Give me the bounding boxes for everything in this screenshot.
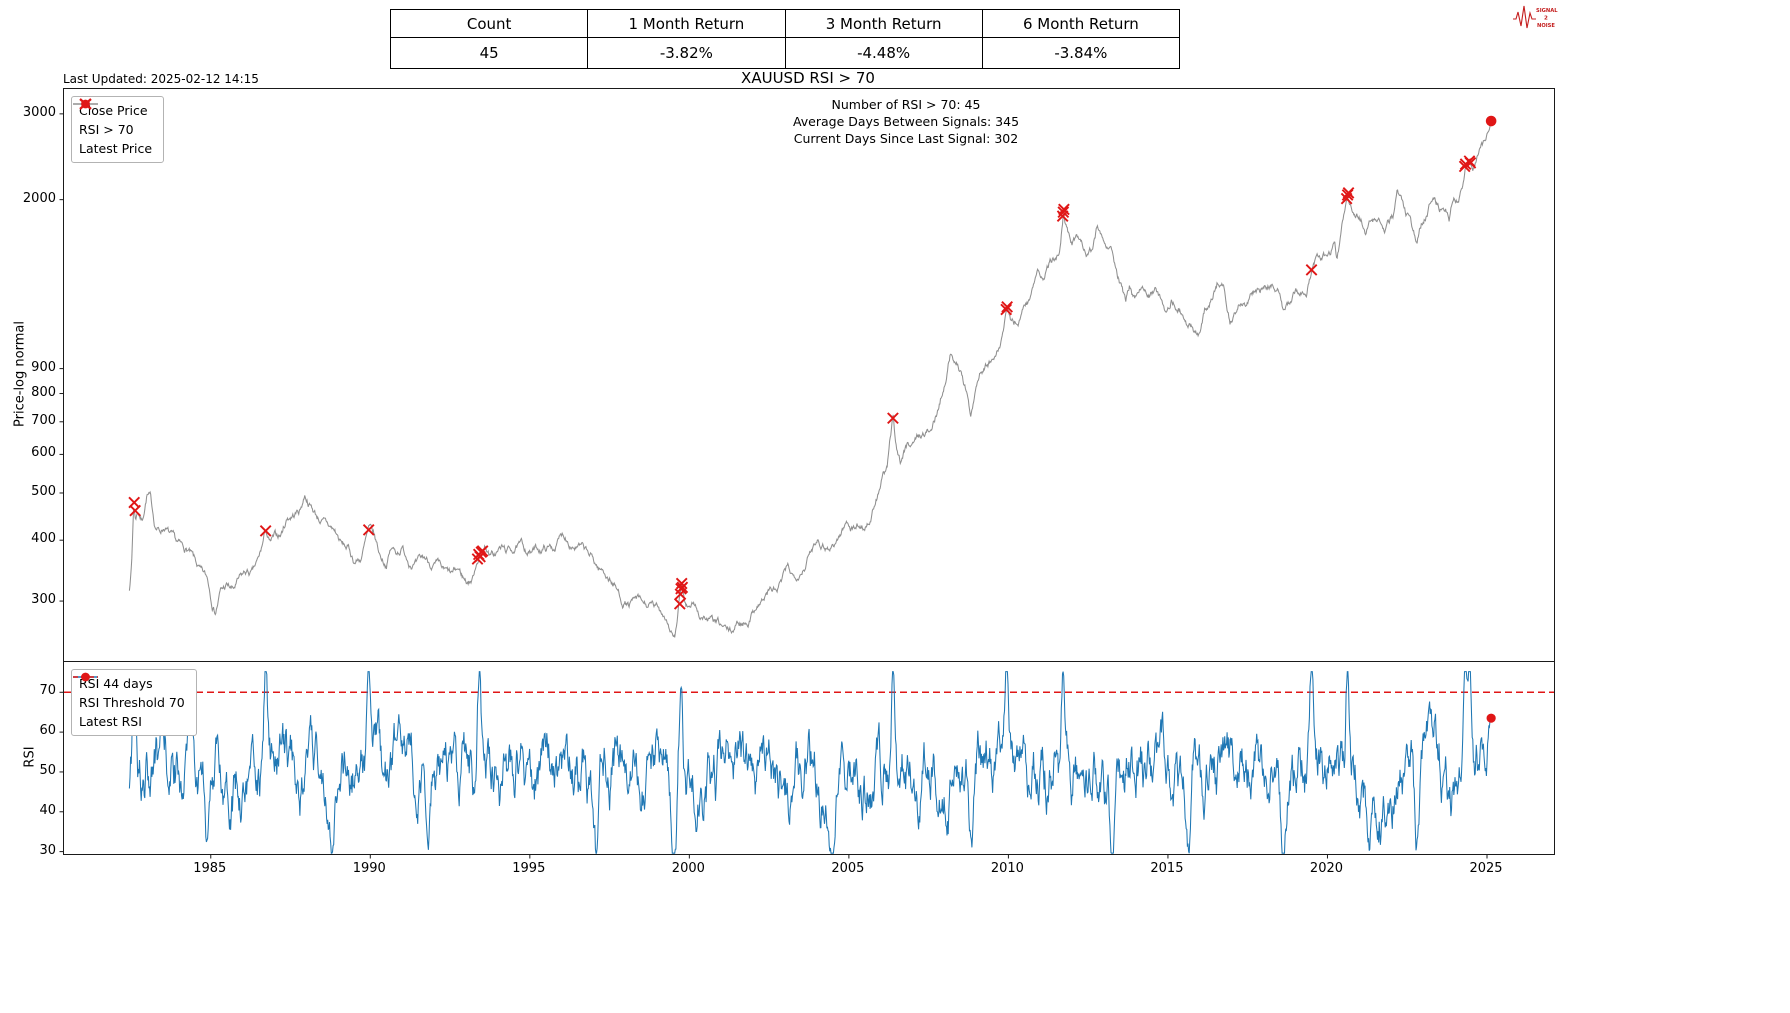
price-ytick-label: 3000	[22, 104, 56, 120]
x-tick-label: 2025	[1469, 861, 1503, 876]
rsi-signal-marker	[675, 577, 688, 590]
annotation-block: Number of RSI > 70: 45 Average Days Betwe…	[656, 96, 1156, 147]
rsi-ytick-label: 30	[39, 842, 56, 858]
header-count: Count	[389, 9, 589, 38]
value-3m-return: -4.48%	[784, 37, 983, 69]
summary-header-row: Count 1 Month Return 3 Month Return 6 Mo…	[389, 9, 1181, 38]
chart-title: XAUUSD RSI > 70	[741, 69, 875, 87]
legend-label: RSI Threshold 70	[79, 695, 185, 710]
legend-item: Latest Price	[79, 99, 153, 158]
value-count: 45	[389, 37, 589, 69]
value-1m-return: -3.82%	[587, 37, 786, 69]
rsi-ytick-label: 70	[39, 683, 56, 699]
rsi-signal-marker	[362, 524, 375, 536]
x-tick-label: 2005	[831, 861, 865, 876]
signal2noise-logo: SIGNAL 2 NOISE	[1513, 5, 1558, 29]
rsi-signal-marker	[1058, 203, 1070, 216]
price-ytick-label: 800	[31, 384, 56, 400]
rsi-signal-marker	[676, 581, 689, 594]
header-3m-return: 3 Month Return	[784, 9, 983, 38]
rsi-signal-marker	[259, 525, 272, 537]
summary-table: Count 1 Month Return 3 Month Return 6 Mo…	[389, 9, 1181, 69]
annotation-line: Current Days Since Last Signal: 302	[793, 131, 1019, 146]
x-tick-label: 2000	[671, 861, 705, 876]
legend-label: RSI 44 days	[79, 676, 153, 691]
rsi-line	[128, 671, 1492, 854]
rsi-ytick-label: 60	[39, 723, 56, 739]
rsi-ytick-label: 40	[39, 802, 56, 818]
rsi-signal-marker	[1305, 264, 1318, 276]
header-1m-return: 1 Month Return	[587, 9, 786, 38]
price-ytick-label: 300	[31, 592, 56, 608]
price-ytick-label: 700	[31, 412, 56, 428]
logo-word-2: 2	[1544, 16, 1548, 22]
dot-swatch-icon	[81, 99, 90, 109]
legend-label: Latest RSI	[79, 714, 142, 729]
price-ytick-label: 2000	[22, 190, 56, 206]
latest-price-dot	[1485, 115, 1497, 127]
annotation-line: Average Days Between Signals: 345	[792, 114, 1020, 129]
rsi-signal-marker	[673, 598, 686, 610]
rsi-chart-canvas	[59, 671, 1554, 859]
price-legend: Close Price RSI > 70 Latest Price	[71, 96, 165, 163]
legend-item: Latest RSI	[79, 672, 185, 731]
legend-label: Close Price	[79, 103, 148, 118]
waveform-icon	[1513, 5, 1536, 29]
price-plot: Close Price RSI > 70 Latest Price Number o…	[59, 88, 1555, 662]
rsi-signal-marker	[1057, 206, 1070, 219]
rsi-plot: RSI 44 days RSI Threshold 70 Latest RSI	[59, 661, 1555, 859]
x-tick-label: 1985	[193, 861, 227, 876]
rsi-signal-marker	[129, 504, 142, 517]
value-6m-return: -3.84%	[981, 37, 1181, 69]
legend-label: RSI > 70	[79, 122, 134, 137]
legend-item: RSI Threshold 70	[73, 676, 185, 712]
last-updated-label: Last Updated: 2025-02-12 14:15	[63, 72, 259, 86]
price-ytick-label: 400	[31, 531, 56, 547]
x-tick-label: 1990	[352, 861, 386, 876]
x-tick-label: 2015	[1150, 861, 1184, 876]
summary-value-row: 45 -3.82% -4.48% -3.84%	[389, 37, 1181, 69]
price-ytick-label: 600	[31, 445, 56, 461]
rsi-signal-marker	[1001, 300, 1014, 313]
rsi-ytick-label: 50	[39, 762, 56, 778]
close-price-line	[128, 120, 1492, 638]
annotation-line: Number of RSI > 70: 45	[831, 97, 981, 112]
rsi-legend: RSI 44 days RSI Threshold 70 Latest RSI	[71, 669, 197, 736]
logo-word-noise: NOISE	[1537, 23, 1555, 29]
header-6m-return: 6 Month Return	[981, 9, 1181, 38]
dot-swatch-icon	[81, 672, 90, 682]
rsi-signal-marker	[1464, 156, 1477, 169]
rsi-signal-marker	[887, 412, 899, 425]
legend-label: Latest Price	[79, 141, 153, 156]
rsi-signal-marker	[476, 545, 489, 557]
x-tick-label: 1995	[512, 861, 546, 876]
x-tick-label: 2010	[990, 861, 1024, 876]
price-ytick-label: 900	[31, 359, 56, 375]
logo-word-signal: SIGNAL	[1536, 8, 1558, 14]
legend-item: RSI > 70	[79, 98, 152, 139]
price-chart-canvas	[59, 113, 1497, 638]
x-tick-label: 2020	[1309, 861, 1344, 876]
rsi-signal-marker	[1000, 303, 1013, 316]
price-ytick-label: 500	[31, 483, 56, 499]
rsi-signal-marker	[1342, 187, 1355, 199]
latest-rsi-dot	[1486, 713, 1496, 723]
